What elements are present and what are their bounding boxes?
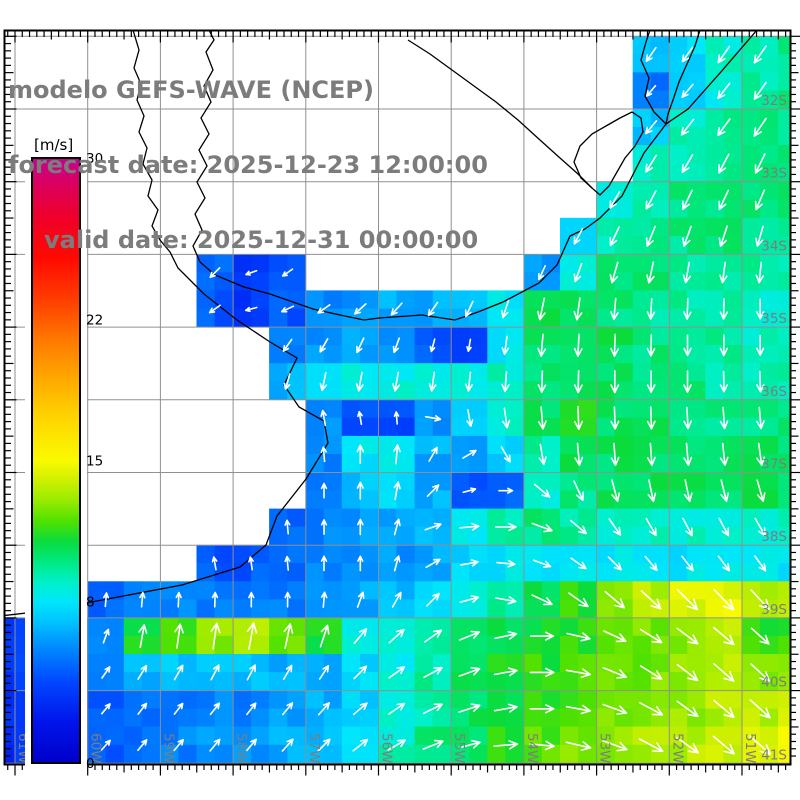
lon-label: 60W (88, 733, 104, 764)
lon-label: 54W (524, 733, 540, 764)
wind-arrows (28, 45, 771, 755)
lon-label: 53W (597, 733, 613, 764)
lon-label: 58W (233, 733, 249, 764)
colorbar-tick-label: 30 (86, 151, 103, 167)
lat-label: 39S (761, 602, 787, 618)
title-block: modelo GEFS-WAVE (NCEP) forecast date: 2… (8, 28, 488, 303)
colorbar-tick-label: 15 (86, 454, 103, 470)
colorbar: [m/s] 30 22 15 8 0 (25, 128, 103, 773)
border-river (407, 39, 593, 189)
lon-label: 51W (742, 733, 758, 764)
lat-label: 40S (761, 675, 787, 691)
lat-label: 37S (761, 457, 787, 473)
lon-label: 57W (306, 733, 322, 764)
parana-river (132, 31, 205, 295)
lat-label: 41S (761, 747, 787, 763)
lat-label: 34S (761, 238, 787, 254)
lat-label: 36S (761, 384, 787, 400)
graticule (5, 31, 790, 764)
map-frame (3, 29, 792, 766)
lat-label: 35S (761, 311, 787, 327)
lon-label: 52W (669, 733, 685, 764)
lagoon-patos-east (665, 31, 701, 125)
colorbar-tick-label: 0 (86, 756, 95, 772)
uruguay-river (192, 31, 215, 263)
model-title: modelo GEFS-WAVE (NCEP) (8, 76, 374, 104)
lon-label: 59W (160, 733, 176, 764)
colorbar-tick-label: 8 (86, 595, 95, 611)
forecast-date-label: forecast date: 2025-12-23 12:00:00 (8, 151, 488, 179)
lagoon-patos-west (640, 31, 667, 125)
lat-label: 32S (761, 93, 787, 109)
lagoon-mirim (573, 111, 644, 196)
coastline-north (199, 31, 757, 321)
lat-label: 33S (761, 166, 787, 182)
valid-date-label: valid date: 2025-12-31 00:00:00 (44, 226, 479, 254)
colorbar-unit-label: [m/s] (34, 136, 73, 154)
lat-label: 38S (761, 529, 787, 545)
colorbar-tick-label: 22 (86, 312, 103, 328)
lon-label: 56W (379, 733, 395, 764)
lon-label: 55W (451, 733, 467, 764)
